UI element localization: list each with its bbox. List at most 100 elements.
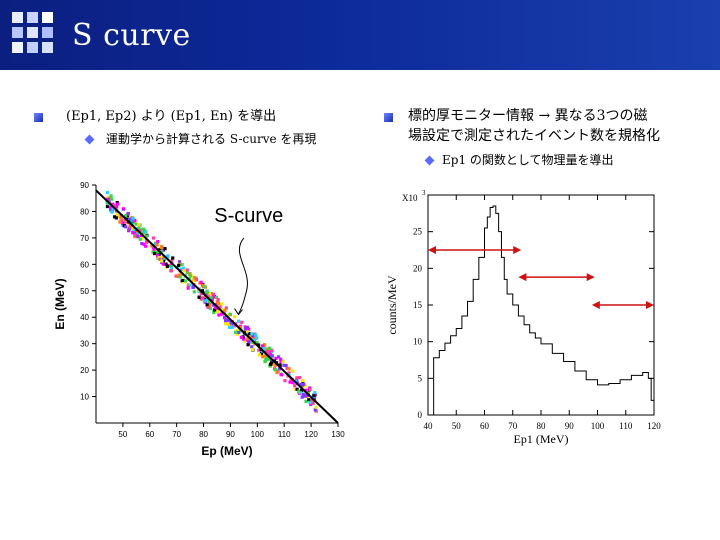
s-curve-annotation: S-curve (214, 205, 283, 227)
scatter-point (138, 237, 142, 241)
scatter-point (182, 269, 186, 273)
y-tick-label: 20 (413, 263, 423, 273)
scatter-point (288, 380, 292, 384)
scatter-point (291, 369, 295, 373)
scatter-point (213, 308, 217, 312)
scatter-point (121, 207, 126, 211)
scatter-point (222, 316, 227, 320)
scatter-point (124, 225, 128, 229)
histogram-curve (428, 205, 655, 416)
scatter-point (177, 260, 182, 264)
scatter-point (115, 205, 119, 209)
x-tick-label: 70 (172, 430, 181, 439)
scatter-point (111, 207, 115, 211)
scatter-point (209, 292, 213, 296)
scatter-point (264, 350, 268, 354)
scatter-point (180, 263, 184, 267)
scatter-point (212, 303, 216, 307)
scatter-point (153, 241, 158, 245)
scatter-point (251, 340, 255, 345)
scatter-point (126, 211, 130, 216)
scatter-point (295, 376, 299, 380)
bullet-square-icon (34, 113, 43, 122)
s-curve-scatter-chart: 50 60 70 80 90 100 110 120 130 10 20 30 40 50 60 70 80 90… (53, 181, 345, 458)
y-tick-label: 5 (418, 373, 423, 383)
scatter-point (116, 211, 120, 216)
scatter-point (243, 325, 247, 329)
scatter-point (205, 303, 209, 307)
x-tick-label: 110 (619, 421, 633, 431)
scatter-point (215, 300, 219, 304)
scatter-point (233, 315, 237, 319)
x-tick-label: 90 (226, 430, 235, 439)
scatter-point (291, 381, 295, 385)
scatter-point (262, 347, 266, 351)
scatter-point (268, 362, 273, 366)
logo-tile (42, 27, 53, 38)
scatter-point (256, 343, 261, 347)
scatter-point (188, 274, 192, 278)
scatter-point (141, 231, 146, 235)
scatter-point (241, 335, 245, 339)
scatter-point (246, 343, 250, 347)
x-tick-label: 60 (480, 421, 490, 431)
scatter-point (160, 259, 164, 263)
scatter-point (243, 339, 247, 343)
scatter-point (297, 389, 301, 393)
scatter-point (229, 321, 233, 325)
scatter-point (199, 280, 203, 284)
counts-histogram-chart: 40 50 60 70 80 90 100 110 120 0 5 10 15 20 25 X10 3 Ep1 (… (385, 189, 661, 446)
scatter-point (181, 278, 185, 283)
scatter-point (228, 325, 232, 329)
scatter-point (210, 298, 214, 302)
scatter-point (231, 322, 235, 326)
scatter-point (109, 194, 113, 198)
range-arrowhead-right (586, 273, 595, 282)
y-axis-label: counts/MeV (385, 275, 399, 335)
scatter-point (132, 231, 137, 235)
y-axis-label: En (MeV) (53, 278, 67, 329)
scatter-point (114, 216, 118, 220)
scatter-point (144, 234, 149, 238)
scatter-point (283, 379, 287, 383)
scatter-point (270, 360, 274, 364)
scatter-point (134, 231, 138, 235)
scatter-point (226, 322, 231, 326)
scatter-point (142, 242, 146, 246)
scatter-point (301, 392, 305, 396)
scatter-point (171, 256, 175, 260)
scatter-point (130, 226, 134, 230)
right-sub-bullet-text: Ep1 の関数として物理量を導出 (442, 153, 614, 167)
scatter-point (257, 353, 262, 357)
scatter-point (250, 332, 254, 336)
logo-tile (27, 12, 38, 23)
scatter-point (118, 220, 122, 224)
range-arrowhead-left (591, 301, 600, 309)
scatter-point (197, 295, 201, 299)
scatter-point (200, 289, 204, 293)
scatter-point (223, 308, 227, 313)
scatter-point (178, 275, 182, 279)
scatter-point (274, 356, 278, 360)
logo-tile (27, 27, 38, 38)
y-tick-label: 30 (80, 340, 89, 349)
x-tick-label: 100 (591, 421, 605, 431)
scatter-point (304, 399, 308, 404)
scatter-point (186, 286, 190, 290)
slide-title: S curve (72, 18, 191, 53)
scatter-point (216, 310, 220, 314)
scatter-point (145, 239, 149, 243)
scatter-point (268, 352, 272, 356)
scatter-point (200, 296, 204, 300)
scatter-point (308, 387, 312, 392)
bullet-square-icon (384, 113, 393, 122)
scatter-point (192, 284, 196, 288)
scatter-point (113, 215, 117, 219)
scatter-point (112, 203, 116, 207)
scatter-point (254, 333, 258, 337)
logo-tile (12, 27, 23, 38)
scatter-point (111, 202, 115, 206)
y-tick-label: 0 (418, 410, 423, 420)
x-tick-label: 120 (304, 430, 318, 439)
right-bullet-line-1: 標的厚モニター情報 → 異なる3つの磁 (408, 108, 648, 124)
